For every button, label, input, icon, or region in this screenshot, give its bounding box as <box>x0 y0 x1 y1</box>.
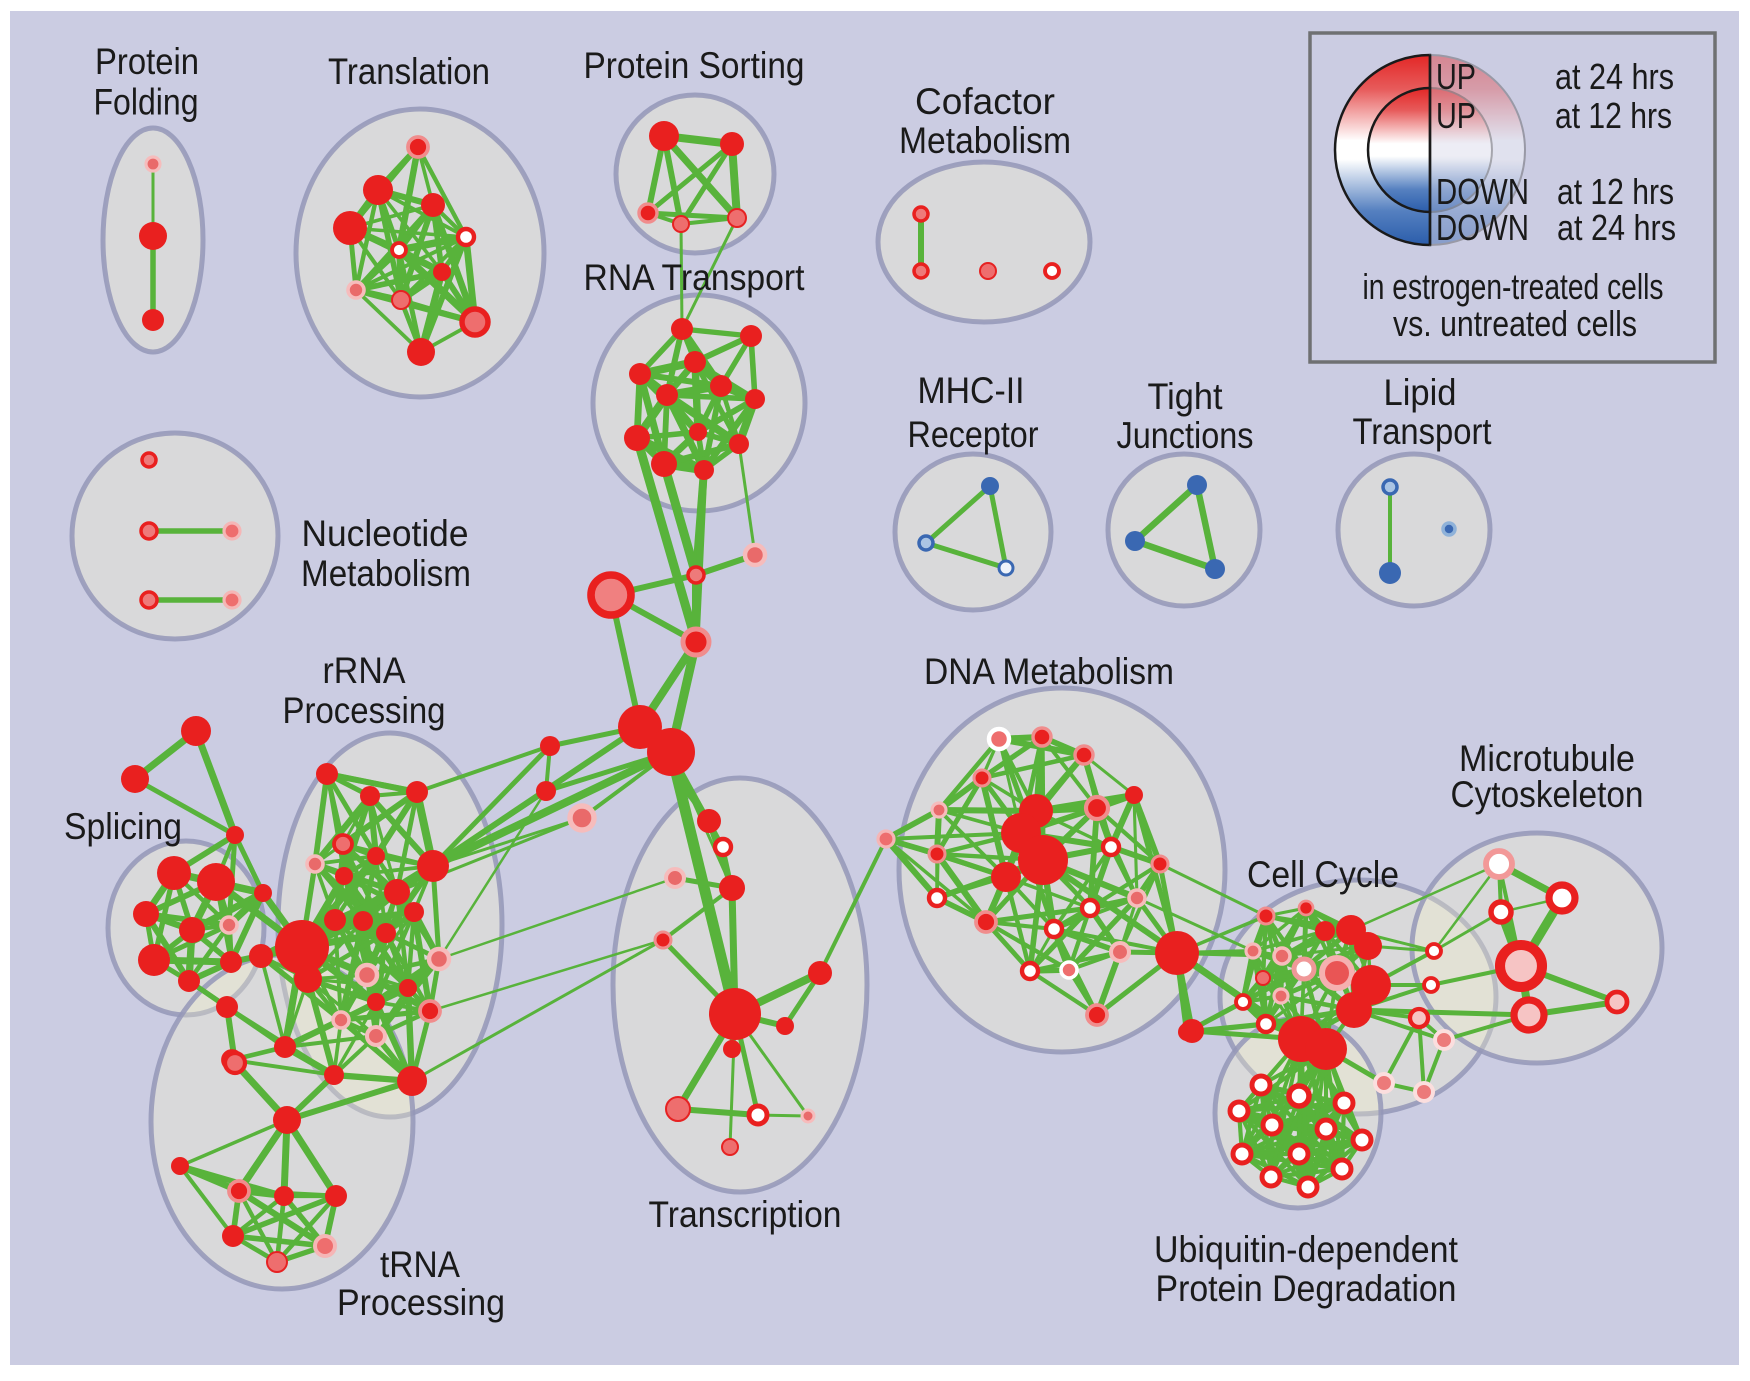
svg-text:rRNA: rRNA <box>323 650 406 691</box>
svg-text:at 12 hrs: at 12 hrs <box>1557 171 1674 212</box>
svg-text:DOWN: DOWN <box>1436 207 1529 248</box>
svg-text:at 12 hrs: at 12 hrs <box>1555 95 1672 136</box>
svg-text:Splicing: Splicing <box>64 806 182 847</box>
svg-text:Junctions: Junctions <box>1117 415 1254 456</box>
svg-text:at 24 hrs: at 24 hrs <box>1555 56 1674 97</box>
svg-text:Transcription: Transcription <box>649 1194 842 1235</box>
svg-text:vs. untreated cells: vs. untreated cells <box>1393 303 1637 344</box>
svg-text:Lipid: Lipid <box>1384 372 1457 413</box>
svg-text:Cofactor: Cofactor <box>915 81 1055 122</box>
svg-text:Protein Sorting: Protein Sorting <box>584 45 805 86</box>
svg-text:tRNA: tRNA <box>380 1244 460 1285</box>
svg-text:in estrogen-treated cells: in estrogen-treated cells <box>1363 266 1664 307</box>
svg-text:DOWN: DOWN <box>1436 171 1529 212</box>
svg-text:Receptor: Receptor <box>908 414 1039 455</box>
svg-text:at 24 hrs: at 24 hrs <box>1557 207 1676 248</box>
svg-text:MHC-II: MHC-II <box>918 370 1025 411</box>
svg-text:Metabolism: Metabolism <box>899 120 1071 161</box>
svg-text:UP: UP <box>1436 95 1476 136</box>
svg-text:Ubiquitin-dependent: Ubiquitin-dependent <box>1154 1229 1459 1270</box>
svg-text:Protein Degradation: Protein Degradation <box>1156 1268 1457 1309</box>
svg-text:Protein: Protein <box>95 41 199 82</box>
svg-text:Cytoskeleton: Cytoskeleton <box>1451 774 1644 815</box>
svg-text:Nucleotide: Nucleotide <box>302 513 469 554</box>
svg-text:DNA Metabolism: DNA Metabolism <box>924 651 1174 692</box>
svg-text:Processing: Processing <box>337 1282 505 1323</box>
svg-text:Processing: Processing <box>283 690 446 731</box>
svg-text:Tight: Tight <box>1148 376 1224 417</box>
svg-text:Translation: Translation <box>328 51 490 92</box>
svg-text:UP: UP <box>1436 56 1476 97</box>
svg-text:Transport: Transport <box>1353 411 1493 452</box>
svg-text:RNA Transport: RNA Transport <box>584 257 806 298</box>
svg-text:Cell Cycle: Cell Cycle <box>1247 854 1399 895</box>
svg-text:Metabolism: Metabolism <box>301 553 471 594</box>
svg-text:Microtubule: Microtubule <box>1459 738 1635 779</box>
svg-text:Folding: Folding <box>94 82 199 123</box>
